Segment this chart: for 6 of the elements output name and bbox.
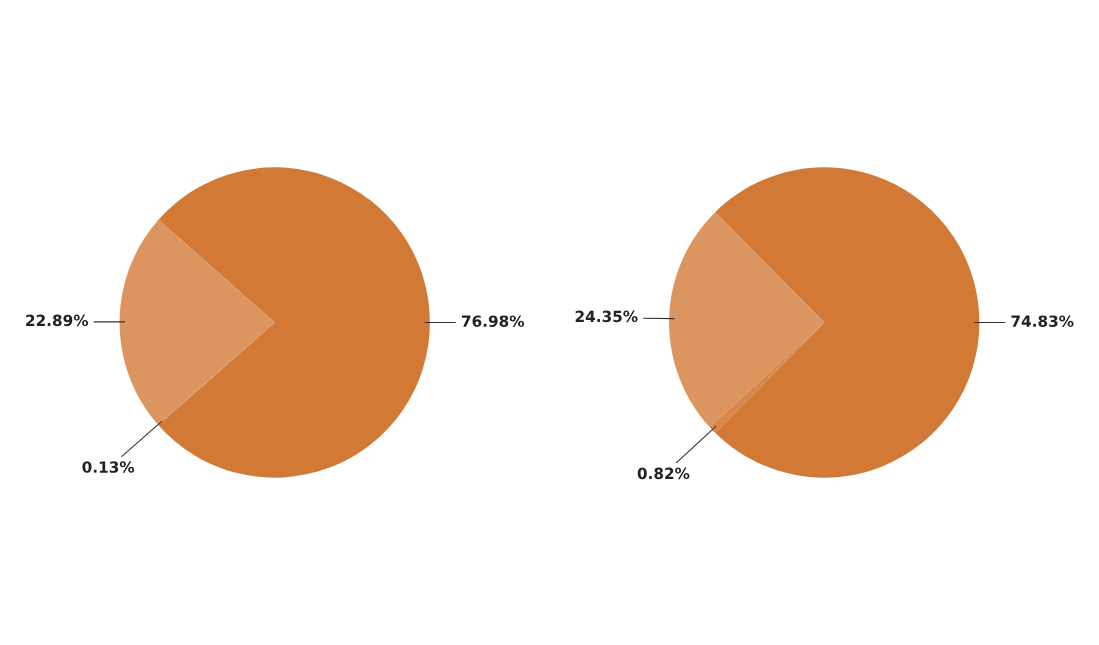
data-label: 74.83% bbox=[1011, 315, 1074, 327]
data-label: 76.98% bbox=[461, 315, 525, 327]
data-label: 0.13% bbox=[82, 461, 135, 473]
data-label: 0.82% bbox=[637, 467, 690, 480]
data-label: 22.89% bbox=[26, 314, 89, 327]
data-label: 24.35% bbox=[575, 310, 638, 323]
